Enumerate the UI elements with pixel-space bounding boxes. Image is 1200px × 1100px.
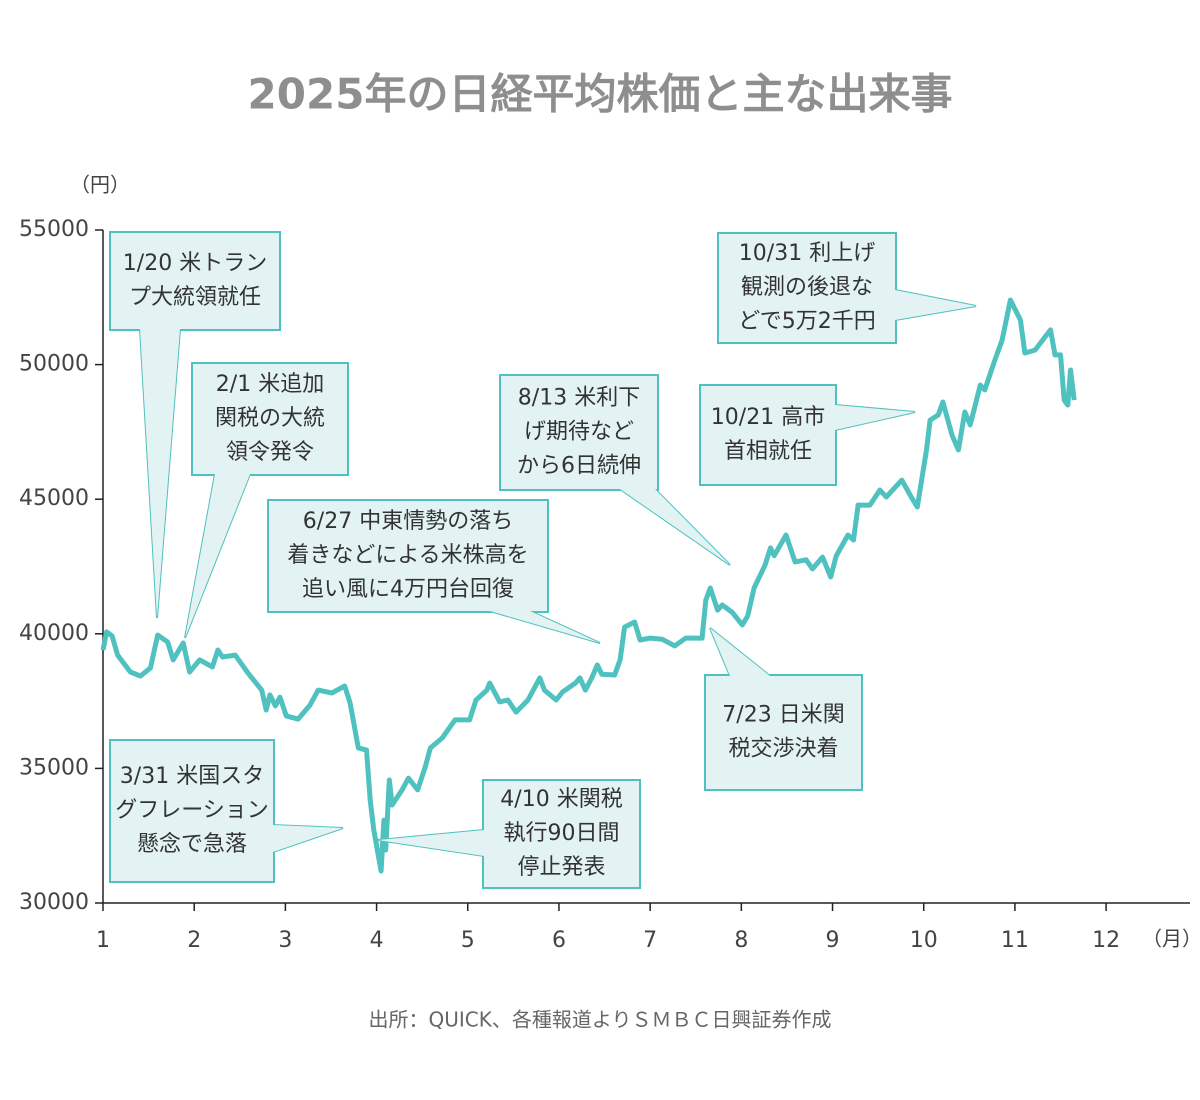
annotation-text: 8/13 米利下 — [518, 386, 640, 411]
x-tick-label: 1 — [96, 928, 110, 953]
callout-box — [699, 384, 837, 486]
x-tick-label: 7 — [643, 928, 657, 953]
annotation-text: グフレーション — [115, 798, 269, 823]
callout-tail-cover — [273, 825, 343, 852]
annotation-text: 関税の大統 — [215, 406, 325, 431]
annotation-text: 首相就任 — [724, 439, 812, 464]
y-tick-label: 45000 — [19, 486, 89, 511]
x-tick-label: 4 — [370, 928, 384, 953]
annotation-text: 着きなどによる米株高を — [287, 543, 528, 568]
callout-box — [482, 779, 641, 889]
y-tick-label: 35000 — [19, 755, 89, 780]
callout-box — [267, 499, 549, 613]
callout-box — [109, 231, 281, 331]
callout-tail-cover — [710, 628, 770, 676]
annotation-text: 10/21 高市 — [711, 405, 825, 430]
x-tick-label: 6 — [552, 928, 566, 953]
y-tick-label: 55000 — [19, 217, 89, 242]
x-tick-label: 9 — [826, 928, 840, 953]
x-tick-label: 3 — [278, 928, 292, 953]
x-tick-label: 8 — [734, 928, 748, 953]
callout-tail-cover — [835, 405, 915, 430]
annotation-text: 停止発表 — [517, 855, 605, 880]
annotation-text: 4/10 米関税 — [500, 787, 622, 812]
annotation-text: 追い風に4万円台回復 — [302, 577, 514, 602]
callout-tail-cover — [378, 830, 484, 856]
annotation-text: 懸念で急落 — [137, 832, 247, 857]
annotation-text: 1/20 米トラン — [123, 251, 267, 276]
chart-title: 2025年の日経平均株価と主な出来事 — [248, 70, 953, 119]
annotation-text: プ大統領就任 — [129, 285, 261, 310]
annotation-text: げ期待など — [524, 420, 634, 445]
callout-box — [109, 739, 275, 883]
x-tick-label: 12 — [1092, 928, 1120, 953]
annotation-text: 領令発令 — [226, 440, 314, 465]
annotation-text: 10/31 利上げ — [739, 241, 875, 266]
y-tick-label: 30000 — [19, 890, 89, 915]
x-tick-label: 10 — [910, 928, 938, 953]
annotation-text: 7/23 日米関 — [722, 703, 844, 728]
x-unit: （月） — [1142, 927, 1200, 951]
callout-box — [704, 674, 863, 791]
callout-tail-cover — [490, 611, 600, 643]
x-tick-label: 5 — [461, 928, 475, 953]
annotation-text: 2/1 米追加 — [216, 372, 324, 397]
y-unit: （円） — [70, 173, 130, 197]
callout-tail-cover — [185, 474, 250, 638]
annotation-text: 執行90日間 — [504, 821, 620, 846]
annotation-text: 6/27 中東情勢の落ち — [303, 509, 513, 534]
x-tick-label: 2 — [187, 928, 201, 953]
annotation-text: から6日続伸 — [517, 454, 641, 479]
source: 出所：QUICK、各種報道よりＳＭＢＣ日興証券作成 — [369, 1008, 832, 1032]
callout-box — [499, 374, 659, 491]
callout-tail-cover — [140, 329, 180, 618]
annotation-text: どで5万2千円 — [738, 309, 876, 334]
annotation-text: 税交渉決着 — [728, 737, 838, 762]
callout-tail-cover — [895, 290, 976, 320]
x-tick-label: 11 — [1001, 928, 1029, 953]
price-line — [100, 297, 1077, 874]
callout-tail-cover — [620, 489, 730, 565]
annotation-text: 観測の後退な — [741, 275, 873, 300]
callout-box — [717, 232, 897, 344]
callout-box — [191, 362, 349, 476]
annotation-text: 3/31 米国スタ — [120, 764, 264, 789]
y-tick-label: 40000 — [19, 621, 89, 646]
y-tick-label: 50000 — [19, 352, 89, 377]
